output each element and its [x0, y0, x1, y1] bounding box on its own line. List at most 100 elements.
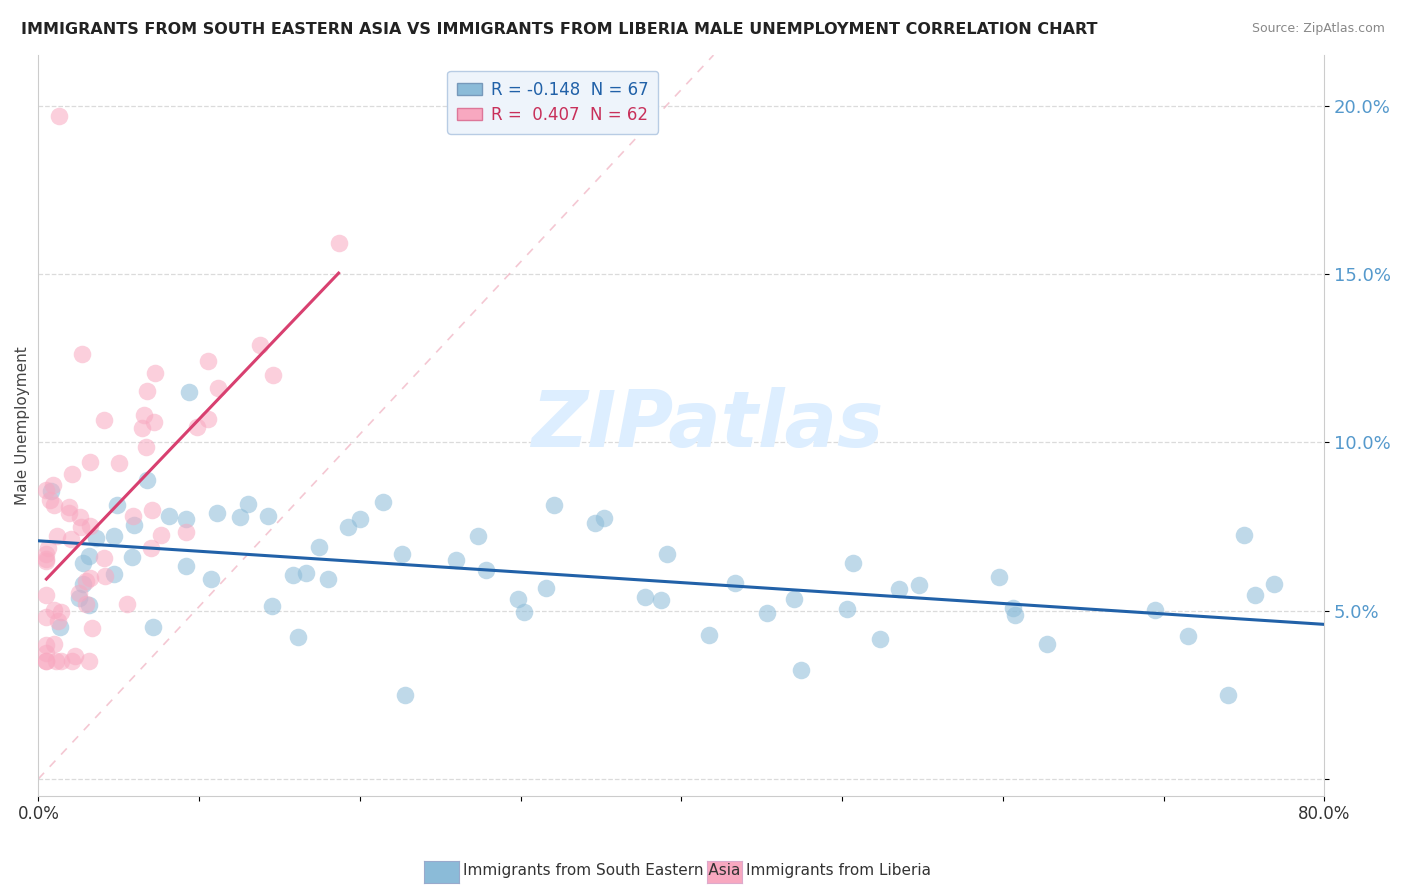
Point: [349, 512, 371, 526]
Point: [70, 520, 93, 534]
Point: [1216, 688, 1239, 702]
Point: [200, 572, 222, 586]
Point: [105, 498, 128, 512]
Point: [205, 506, 228, 520]
Point: [790, 663, 813, 677]
Point: [103, 529, 125, 543]
Text: Immigrants from Liberia: Immigrants from Liberia: [745, 863, 931, 878]
Point: [657, 547, 679, 561]
Point: [58, 500, 80, 515]
Point: [634, 590, 657, 604]
Point: [287, 631, 309, 645]
Point: [35, 552, 58, 566]
Point: [103, 566, 125, 581]
Text: ZIPatlas: ZIPatlas: [531, 387, 883, 464]
Point: [186, 420, 208, 434]
Point: [391, 547, 413, 561]
Point: [207, 381, 229, 395]
Point: [35, 483, 58, 497]
Point: [35, 654, 58, 668]
Point: [35, 554, 58, 568]
Point: [136, 473, 159, 487]
Point: [121, 509, 143, 524]
Point: [42, 498, 65, 512]
Point: [35, 646, 58, 660]
Point: [59, 532, 82, 546]
Point: [115, 598, 138, 612]
Point: [72, 576, 94, 591]
Point: [593, 510, 616, 524]
Point: [907, 578, 929, 592]
Point: [79, 519, 101, 533]
Point: [80, 621, 103, 635]
Point: [108, 456, 131, 470]
Point: [294, 566, 316, 580]
Point: [77, 654, 100, 668]
Point: [44, 637, 66, 651]
Point: [84, 531, 107, 545]
Point: [136, 384, 159, 398]
Point: [1004, 607, 1026, 622]
Point: [197, 412, 219, 426]
Point: [1035, 637, 1057, 651]
Point: [142, 620, 165, 634]
Point: [49, 605, 72, 619]
Point: [889, 582, 911, 597]
Point: [135, 440, 157, 454]
Point: [72, 556, 94, 570]
Point: [174, 524, 197, 539]
Point: [60, 467, 83, 482]
Point: [262, 599, 284, 614]
Point: [697, 628, 720, 642]
Point: [46, 615, 69, 629]
Point: [143, 366, 166, 380]
Point: [62, 654, 84, 668]
Point: [506, 592, 529, 607]
Point: [756, 606, 779, 620]
Point: [93, 551, 115, 566]
Point: [176, 558, 198, 573]
Point: [93, 412, 115, 426]
Point: [512, 605, 534, 619]
Point: [149, 527, 172, 541]
Point: [328, 236, 350, 251]
Point: [35, 638, 58, 652]
Point: [238, 497, 260, 511]
Point: [283, 567, 305, 582]
Point: [67, 585, 90, 599]
Point: [49, 620, 72, 634]
Point: [70, 347, 93, 361]
Point: [1143, 603, 1166, 617]
Point: [79, 455, 101, 469]
Point: [257, 508, 280, 523]
Point: [143, 415, 166, 429]
Point: [94, 569, 117, 583]
Point: [373, 494, 395, 508]
Point: [39, 493, 62, 508]
Point: [48, 109, 70, 123]
Point: [141, 503, 163, 517]
Point: [869, 632, 891, 646]
Point: [318, 572, 340, 586]
Point: [475, 563, 498, 577]
Point: [1244, 588, 1267, 602]
Point: [842, 557, 865, 571]
Point: [35, 587, 58, 601]
Point: [42, 603, 65, 617]
Point: [1177, 629, 1199, 643]
Point: [77, 598, 100, 612]
Y-axis label: Male Unemployment: Male Unemployment: [15, 346, 30, 505]
Point: [63, 648, 86, 663]
Text: Immigrants from South Eastern Asia: Immigrants from South Eastern Asia: [463, 863, 740, 878]
Point: [46, 528, 69, 542]
Point: [467, 529, 489, 543]
Text: Source: ZipAtlas.com: Source: ZipAtlas.com: [1251, 22, 1385, 36]
Point: [67, 591, 90, 606]
Point: [35, 654, 58, 668]
Point: [783, 592, 806, 607]
Point: [650, 593, 672, 607]
Point: [534, 581, 557, 595]
Point: [249, 337, 271, 351]
Point: [1263, 577, 1285, 591]
Point: [583, 516, 606, 530]
